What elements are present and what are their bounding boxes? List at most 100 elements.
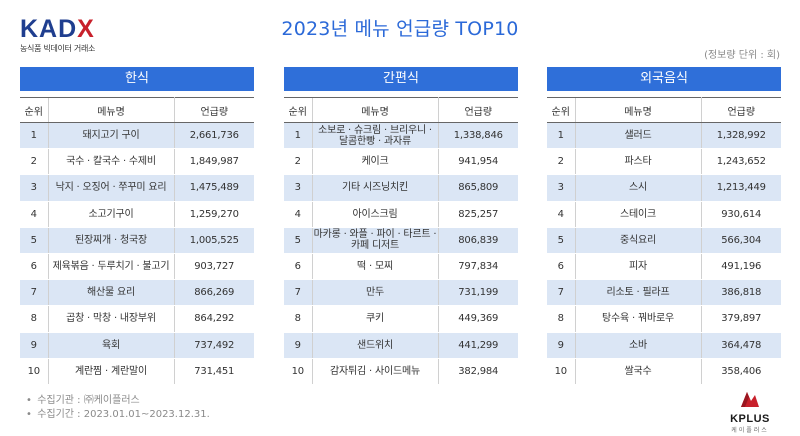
menu-cell: 아이스크림 bbox=[311, 201, 439, 228]
rank-cell: 7 bbox=[547, 279, 575, 307]
column-header-rank: 순위 bbox=[284, 97, 312, 123]
rank-cell: 5 bbox=[20, 227, 48, 254]
column-header-count: 언급량 bbox=[438, 97, 518, 123]
count-cell: 364,478 bbox=[701, 332, 781, 359]
unit-note: (정보량 단위 : 회) bbox=[704, 50, 780, 61]
menu-cell: 탕수육 · 꿔바로우 bbox=[574, 305, 702, 333]
table-header-row: 순위 메뉴명 언급량 bbox=[20, 97, 254, 123]
count-cell: 797,834 bbox=[438, 253, 518, 281]
rank-cell: 4 bbox=[284, 201, 312, 228]
count-cell: 930,614 bbox=[701, 201, 781, 228]
column-header-rank: 순위 bbox=[20, 97, 48, 123]
table-row: 8 탕수육 · 꿔바로우 379,897 bbox=[547, 305, 781, 333]
menu-cell: 제육볶음 · 두루치기 · 불고기 bbox=[47, 253, 175, 281]
menu-cell: 소고기구이 bbox=[47, 201, 175, 228]
menu-cell: 된장찌개 · 청국장 bbox=[47, 227, 175, 254]
kadx-wordmark: KADX bbox=[20, 16, 95, 42]
menu-cell: 중식요리 bbox=[574, 227, 702, 254]
count-cell: 1,259,270 bbox=[174, 201, 254, 228]
count-cell: 903,727 bbox=[174, 253, 254, 281]
count-cell: 731,199 bbox=[438, 279, 518, 307]
table-header-row: 순위 메뉴명 언급량 bbox=[547, 97, 781, 123]
table-row: 2 케이크 941,954 bbox=[284, 148, 518, 176]
kplus-emblem-icon bbox=[741, 392, 759, 407]
count-cell: 1,338,846 bbox=[438, 122, 518, 150]
ranking-table: 순위 메뉴명 언급량 1 소보로 · 슈크림 · 브리우니 · 달콤한빵 · 과자… bbox=[284, 97, 518, 385]
menu-cell: 피자 bbox=[574, 253, 702, 281]
table-row: 6 제육볶음 · 두루치기 · 불고기 903,727 bbox=[20, 253, 254, 281]
rank-cell: 6 bbox=[284, 253, 312, 281]
table-row: 10 쌀국수 358,406 bbox=[547, 358, 781, 385]
rank-cell: 4 bbox=[20, 201, 48, 228]
panel-korean: 한식 순위 메뉴명 언급량 1 돼지고기 구이 2,661,736 2 국수 · 칼국… bbox=[20, 67, 254, 385]
logo-subtitle: 농식품 빅데이터 거래소 bbox=[20, 44, 96, 53]
kadx-logo: KADX 농식품 빅데이터 거래소 bbox=[20, 16, 95, 54]
column-header-rank: 순위 bbox=[547, 97, 575, 123]
count-cell: 1,213,449 bbox=[701, 174, 781, 202]
rank-cell: 6 bbox=[547, 253, 575, 281]
rank-cell: 2 bbox=[284, 148, 312, 176]
ranking-table: 순위 메뉴명 언급량 1 샐러드 1,328,992 2 파스타 1,243,652 3… bbox=[547, 97, 781, 385]
rank-cell: 9 bbox=[20, 332, 48, 359]
count-cell: 865,809 bbox=[438, 174, 518, 202]
column-header-menu: 메뉴명 bbox=[47, 97, 175, 123]
menu-cell: 계란찜 · 계란말이 bbox=[47, 358, 175, 385]
rank-cell: 10 bbox=[20, 358, 48, 385]
count-cell: 1,005,525 bbox=[174, 227, 254, 254]
rank-cell: 3 bbox=[20, 174, 48, 202]
note-text: 수집기간 : 2023.01.01~2023.12.31. bbox=[37, 409, 210, 420]
table-row: 4 아이스크림 825,257 bbox=[284, 201, 518, 228]
table-row: 10 계란찜 · 계란말이 731,451 bbox=[20, 358, 254, 385]
count-cell: 737,492 bbox=[174, 332, 254, 359]
ranking-table: 순위 메뉴명 언급량 1 돼지고기 구이 2,661,736 2 국수 · 칼국수 ·… bbox=[20, 97, 254, 385]
bullet-icon: • bbox=[26, 409, 32, 420]
bullet-icon: • bbox=[26, 395, 32, 406]
menu-cell: 리소토 · 필라프 bbox=[574, 279, 702, 307]
menu-cell: 돼지고기 구이 bbox=[47, 122, 175, 150]
column-header-count: 언급량 bbox=[174, 97, 254, 123]
menu-cell: 떡 · 모찌 bbox=[311, 253, 439, 281]
table-row: 7 만두 731,199 bbox=[284, 279, 518, 307]
menu-cell: 낙지 · 오징어 · 쭈꾸미 요리 bbox=[47, 174, 175, 202]
count-cell: 2,661,736 bbox=[174, 122, 254, 150]
table-row: 8 곱창 · 막창 · 내장부위 864,292 bbox=[20, 305, 254, 333]
table-row: 3 낙지 · 오징어 · 쭈꾸미 요리 1,475,489 bbox=[20, 174, 254, 202]
menu-cell: 국수 · 칼국수 · 수제비 bbox=[47, 148, 175, 176]
table-row: 3 기타 시즈닝치킨 865,809 bbox=[284, 174, 518, 202]
kplus-logo: KPLUS 케이플러스 bbox=[720, 389, 780, 434]
menu-cell: 샌드위치 bbox=[311, 332, 439, 359]
panel-header: 외국음식 bbox=[547, 67, 781, 91]
table-row: 8 쿠키 449,369 bbox=[284, 305, 518, 333]
panel-header: 한식 bbox=[20, 67, 254, 91]
rank-cell: 9 bbox=[547, 332, 575, 359]
table-row: 7 리소토 · 필라프 386,818 bbox=[547, 279, 781, 307]
count-cell: 941,954 bbox=[438, 148, 518, 176]
menu-cell: 소보로 · 슈크림 · 브리우니 · 달콤한빵 · 과자류 bbox=[311, 122, 439, 150]
menu-cell: 스테이크 bbox=[574, 201, 702, 228]
rank-cell: 10 bbox=[547, 358, 575, 385]
menu-cell: 소바 bbox=[574, 332, 702, 359]
count-cell: 1,849,987 bbox=[174, 148, 254, 176]
menu-cell: 마카롱 · 와플 · 파이 · 타르트 · 카페 디저트 bbox=[311, 227, 439, 254]
kplus-wordmark: KPLUS bbox=[730, 413, 770, 425]
count-cell: 731,451 bbox=[174, 358, 254, 385]
rank-cell: 3 bbox=[284, 174, 312, 202]
table-header-row: 순위 메뉴명 언급량 bbox=[284, 97, 518, 123]
menu-cell: 만두 bbox=[311, 279, 439, 307]
table-row: 4 스테이크 930,614 bbox=[547, 201, 781, 228]
rank-cell: 7 bbox=[20, 279, 48, 307]
menu-cell: 케이크 bbox=[311, 148, 439, 176]
count-cell: 825,257 bbox=[438, 201, 518, 228]
count-cell: 1,243,652 bbox=[701, 148, 781, 176]
count-cell: 1,475,489 bbox=[174, 174, 254, 202]
logo-brand-left: KAD bbox=[20, 15, 78, 43]
menu-cell: 감자튀김 · 사이드메뉴 bbox=[311, 358, 439, 385]
menu-cell: 스시 bbox=[574, 174, 702, 202]
menu-cell: 샐러드 bbox=[574, 122, 702, 150]
table-row: 5 마카롱 · 와플 · 파이 · 타르트 · 카페 디저트 806,839 bbox=[284, 227, 518, 254]
table-row: 3 스시 1,213,449 bbox=[547, 174, 781, 202]
rank-cell: 2 bbox=[547, 148, 575, 176]
page-title: 2023년 메뉴 언급량 TOP10 bbox=[281, 18, 519, 40]
rank-cell: 7 bbox=[284, 279, 312, 307]
